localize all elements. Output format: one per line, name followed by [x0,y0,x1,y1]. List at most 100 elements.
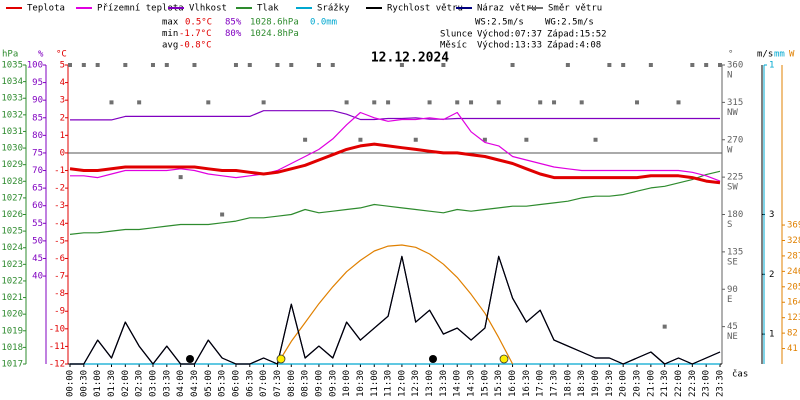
direction-point [386,100,391,105]
direction-point [648,63,653,67]
tick-label: 1019 [1,326,23,336]
direction-point [455,100,460,105]
tick-label: 0 [60,148,65,158]
tick-label: 60 [32,201,43,211]
x-tick-label: 16:00 [508,370,518,397]
direction-point [690,63,695,67]
legend-label: Srážky [317,4,350,14]
x-tick-label: 05:00 [204,370,214,397]
unit-temperature: °C [56,50,67,60]
x-tick-label: 22:00 [674,370,684,397]
direction-point [662,324,667,329]
series-line [70,255,721,365]
tick-label: 1021 [1,293,23,303]
tick-label: 45 [727,322,738,332]
tick-label: 328 [787,236,800,246]
direction-point [510,63,515,67]
unit-wind: m/s [757,50,773,60]
tick-label: -2 [54,184,65,194]
legend-label: Přízemní teplota [97,4,184,14]
direction-point [718,63,722,67]
tick-label: 3 [60,96,65,106]
direction-point [496,100,501,105]
sunset-marker [499,354,509,364]
moonset-marker [186,355,194,363]
stat-text: 0.0mm [310,18,337,28]
x-tick-label: 16:30 [522,370,532,397]
unit-humidity: % [38,50,44,60]
tick-label: -4 [54,219,65,229]
tick-label: 41 [787,344,798,354]
wind-gust-info: WG:2.5m/s [545,18,594,28]
tick-label: -3 [54,201,65,211]
x-tick-label: 08:30 [301,370,311,397]
tick-label: 123 [787,313,800,323]
tick-label: 164 [787,298,800,308]
tick-label: 360 [727,61,743,71]
series-line [70,110,720,121]
tick-label: 80 [32,131,43,141]
unit-direction: ° [728,50,733,60]
x-tick-label: 12:00 [397,370,407,397]
x-tick-label: 00:00 [66,370,76,397]
x-tick-label: 09:30 [328,370,338,397]
direction-point [399,63,404,67]
tick-label: 1034 [1,77,23,87]
direction-point [95,63,100,67]
stat-text: 80% [225,29,242,39]
x-tick-label: 07:00 [259,370,269,397]
direction-point [289,63,294,67]
tick-label: 1025 [1,227,23,237]
direction-point [137,100,142,105]
x-tick-label: 14:30 [467,370,477,397]
x-tick-label: 06:00 [231,370,241,397]
tick-label: 1022 [1,276,23,286]
tick-label: 1017 [1,360,23,370]
direction-point [123,63,128,67]
tick-label: -7 [54,272,65,282]
tick-label: -9 [54,307,65,317]
x-tick-label: 19:30 [605,370,615,397]
series-line [69,170,721,235]
x-tick-label: 18:30 [577,370,587,397]
x-tick-label: 22:30 [688,370,698,397]
direction-point [552,100,557,105]
tick-label: 70 [32,166,43,176]
tick-label: 55 [32,219,43,229]
stat-text: -0.8°C [179,41,212,51]
x-tick-label: 09:00 [314,370,324,397]
stat-text: 1024.8hPa [250,29,299,39]
x-tick-label: 11:30 [384,370,394,397]
legend-label: Rychlost větru [387,4,463,14]
legend-label: Náraz větru [477,4,537,14]
stat-text: -1.7°C [179,29,212,39]
direction-point [441,63,446,67]
tick-label: 1028 [1,177,23,187]
tick-label: 3 [769,210,774,220]
tick-label: -10 [49,324,65,334]
x-tick-label: 01:00 [93,370,103,397]
direction-point [579,100,584,105]
moonrise: Východ:13:33 [477,41,542,51]
direction-point [275,63,280,67]
x-tick-label: 20:00 [619,370,629,397]
direction-point [704,63,709,67]
tick-label: -8 [54,289,65,299]
tick-label: 95 [32,78,43,88]
compass-label: SE [727,257,738,267]
tick-label: 100 [27,61,43,71]
x-tick-label: 13:00 [425,370,435,397]
direction-point [427,100,432,105]
direction-point [565,63,570,67]
direction-point [621,63,626,67]
tick-label: -5 [54,236,65,246]
tick-label: 1029 [1,160,23,170]
unit-pressure: hPa [2,50,18,60]
tick-label: 1035 [1,61,23,71]
x-tick-label: 21:30 [660,370,670,397]
tick-label: 205 [787,282,800,292]
direction-point [593,137,598,142]
direction-point [68,63,72,67]
direction-point [109,100,114,105]
